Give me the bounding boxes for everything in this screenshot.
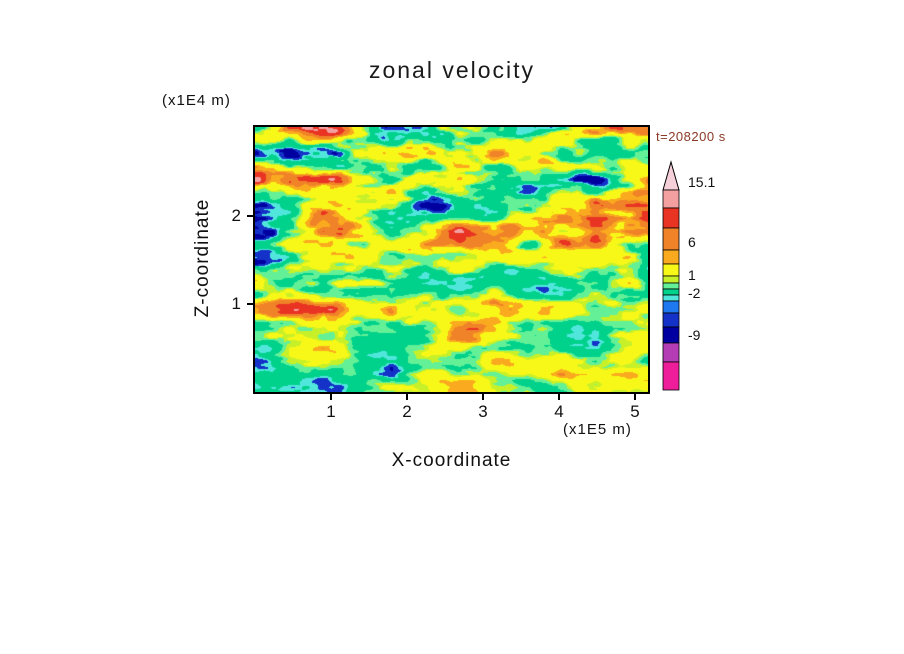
- colorbar-segment: [662, 294, 680, 302]
- plot-frame: [253, 125, 650, 394]
- colorbar-segment: [662, 342, 680, 363]
- colorbar-segment: [662, 207, 680, 229]
- colorbar-segment: [662, 249, 680, 265]
- colorbar-label: -2: [688, 285, 701, 301]
- colorbar-segment: [662, 288, 680, 296]
- x-axis-tick-label: 4: [554, 402, 564, 421]
- plot-canvas: [255, 127, 648, 392]
- colorbar-label: 6: [688, 234, 696, 250]
- colorbar: [662, 160, 680, 391]
- chart-title: zonal velocity: [368, 57, 536, 83]
- colorbar-segment: [662, 312, 680, 328]
- x-axis-tick: [557, 394, 560, 400]
- colorbar-segment: [662, 227, 680, 251]
- colorbar-label: 1: [688, 267, 696, 283]
- x-axis-tick: [482, 394, 485, 400]
- x-axis-tick: [406, 394, 408, 400]
- x-axis-tick-label: 5: [630, 402, 640, 421]
- x-axis-unit: (x1E5 m): [563, 421, 632, 438]
- colorbar-segment: [662, 263, 680, 277]
- x-axis-tick: [633, 394, 636, 400]
- colorbar-segment: [662, 361, 680, 391]
- y-axis-label: Z-coordinate: [192, 198, 213, 318]
- x-axis-tick-label: 1: [326, 402, 336, 421]
- colorbar-segment: [662, 282, 680, 290]
- x-axis-tick-label: 2: [402, 402, 412, 421]
- colorbar-segment: [662, 300, 680, 314]
- y-axis-tick-label: 1: [231, 293, 241, 313]
- x-axis-tick-label: 3: [478, 402, 488, 421]
- colorbar-label: -9: [688, 327, 701, 343]
- y-axis-tick-label: 2: [231, 205, 241, 225]
- y-axis-unit: (x1E4 m): [162, 92, 231, 109]
- y-axis-tick: [247, 302, 253, 305]
- y-axis-tick: [247, 214, 253, 217]
- colorbar-segment: [662, 326, 680, 344]
- colorbar-segment: [662, 275, 680, 284]
- colorbar-label: 15.1: [688, 174, 716, 190]
- colorbar-arrow: [662, 160, 680, 191]
- colorbar-segment: [662, 189, 680, 209]
- timestamp-label: t=208200 s: [656, 129, 726, 144]
- x-axis-tick: [330, 394, 332, 400]
- x-axis-label: X-coordinate: [391, 450, 512, 471]
